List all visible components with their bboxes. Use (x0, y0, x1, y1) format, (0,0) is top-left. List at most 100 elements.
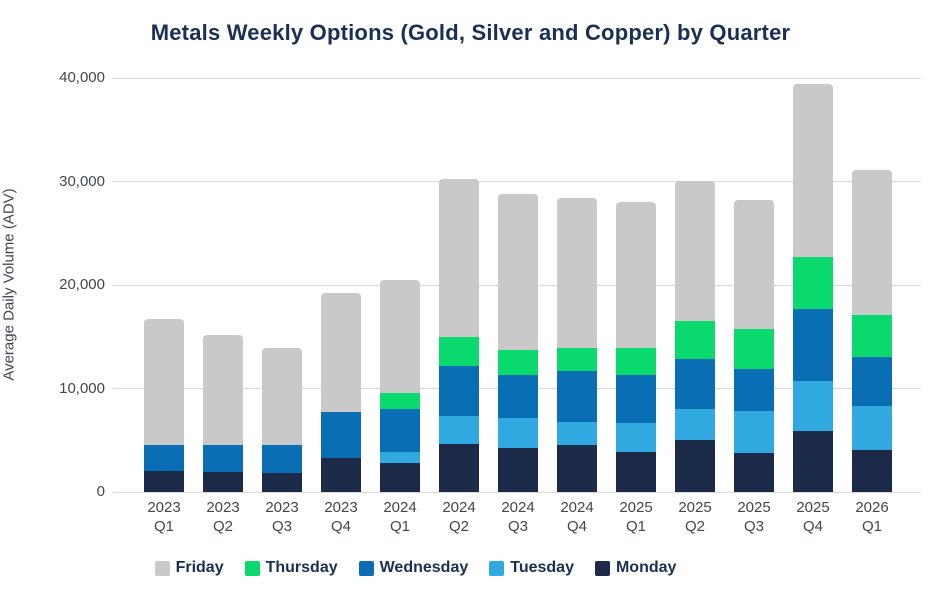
bar-2023-q1 (144, 319, 184, 492)
bar-2025-q4 (793, 84, 833, 492)
x-tick-label-2023-q1: 2023 Q1 (147, 499, 181, 535)
bar-segment-monday (675, 440, 715, 492)
bar-segment-friday (734, 200, 774, 329)
bar-segment-friday (203, 334, 243, 446)
y-tick-label: 10,000 (59, 379, 105, 397)
x-tick-label-2024-q2: 2024 Q2 (442, 499, 476, 535)
bar-segment-thursday (498, 350, 538, 376)
gridline-40000 (113, 77, 921, 79)
bar-2024-q3 (498, 193, 538, 492)
bar-segment-friday (852, 170, 892, 316)
bar-segment-wednesday (203, 445, 243, 473)
bar-segment-thursday (557, 348, 597, 371)
bar-segment-monday (380, 463, 420, 492)
bar-2023-q4 (321, 293, 361, 492)
bar-segment-wednesday (321, 412, 361, 458)
x-tick-label-2025-q4: 2025 Q4 (796, 499, 830, 535)
bar-segment-tuesday (734, 411, 774, 453)
bar-segment-friday (321, 293, 361, 413)
bar-2025-q1 (616, 202, 656, 492)
bar-segment-friday (616, 202, 656, 349)
legend-label-friday: Friday (175, 559, 224, 576)
bar-segment-monday (557, 445, 597, 492)
bar-segment-friday (675, 180, 715, 322)
y-tick-label: 20,000 (59, 276, 105, 293)
bar-segment-monday (203, 472, 243, 492)
legend-label-thursday: Thursday (265, 559, 338, 576)
bar-segment-thursday (793, 257, 833, 309)
x-tick-label-2026-q1: 2026 Q1 (855, 499, 889, 535)
x-tick-label-2023-q2: 2023 Q2 (206, 499, 240, 535)
bar-segment-tuesday (439, 416, 479, 445)
bar-segment-tuesday (852, 406, 892, 450)
bar-segment-wednesday (498, 375, 538, 418)
bar-2023-q2 (203, 334, 243, 492)
bar-2024-q2 (439, 179, 479, 492)
bar-segment-tuesday (616, 422, 656, 452)
bar-segment-tuesday (793, 381, 833, 431)
bar-segment-monday (321, 457, 361, 492)
bar-2025-q2 (675, 180, 715, 492)
plot-area (113, 77, 921, 493)
bar-segment-thursday (380, 392, 420, 410)
y-tick-label: 30,000 (59, 172, 105, 190)
bar-segment-monday (793, 430, 833, 492)
bar-segment-wednesday (557, 370, 597, 422)
legend-swatch-tuesday (489, 560, 505, 576)
bar-segment-monday (498, 447, 538, 492)
bar-segment-thursday (852, 315, 892, 358)
bar-segment-friday (793, 84, 833, 258)
bar-segment-wednesday (793, 308, 833, 382)
bar-segment-thursday (675, 321, 715, 359)
bar-segment-wednesday (380, 409, 420, 452)
bar-segment-wednesday (852, 357, 892, 407)
bar-segment-friday (380, 279, 420, 393)
x-tick-label-2025-q3: 2025 Q3 (737, 499, 771, 535)
gridline-0 (113, 491, 921, 493)
legend-swatch-thursday (244, 560, 260, 576)
bar-segment-tuesday (557, 421, 597, 446)
y-tick-label: 40,000 (59, 69, 105, 86)
bar-segment-monday (439, 444, 479, 492)
legend-label-monday: Monday (615, 559, 677, 576)
legend-item-thursday: Thursday (244, 559, 338, 577)
bar-segment-monday (616, 451, 656, 492)
bar-segment-wednesday (439, 365, 479, 417)
legend-swatch-wednesday (358, 560, 374, 576)
bar-segment-wednesday (675, 358, 715, 410)
x-tick-label-2024-q4: 2024 Q4 (560, 499, 594, 535)
bar-segment-tuesday (675, 409, 715, 441)
legend-item-tuesday: Tuesday (489, 559, 574, 577)
bar-segment-wednesday (262, 445, 302, 474)
bar-2025-q3 (734, 200, 774, 492)
bar-segment-friday (262, 348, 302, 446)
bar-segment-monday (262, 473, 302, 492)
bar-segment-tuesday (380, 451, 420, 464)
bar-segment-wednesday (616, 375, 656, 423)
bar-segment-monday (852, 449, 892, 492)
bar-segment-friday (439, 179, 479, 337)
x-tick-label-2024-q1: 2024 Q1 (383, 499, 417, 535)
bar-segment-tuesday (498, 417, 538, 448)
bar-segment-wednesday (144, 445, 184, 472)
x-tick-label-2025-q2: 2025 Q2 (678, 499, 712, 535)
bar-segment-monday (144, 471, 184, 492)
legend-item-friday: Friday (154, 559, 224, 577)
x-tick-label-2025-q1: 2025 Q1 (619, 499, 653, 535)
chart-title: Metals Weekly Options (Gold, Silver and … (150, 20, 791, 45)
bar-segment-wednesday (734, 368, 774, 412)
bar-2026-q1 (852, 170, 892, 492)
legend-item-wednesday: Wednesday (358, 559, 469, 577)
bar-segment-monday (734, 452, 774, 492)
legend-label-tuesday: Tuesday (510, 559, 574, 576)
chart-legend: Friday Thursday Wednesday Tuesday Monday (0, 559, 886, 577)
bar-2024-q1 (380, 279, 420, 492)
x-tick-label-2023-q3: 2023 Q3 (265, 499, 299, 535)
legend-label-wednesday: Wednesday (379, 559, 469, 576)
x-tick-label-2024-q3: 2024 Q3 (501, 499, 535, 535)
legend-swatch-friday (154, 560, 170, 576)
bar-segment-thursday (734, 328, 774, 369)
x-tick-label-2023-q4: 2023 Q4 (324, 499, 358, 535)
gridline-30000 (113, 181, 921, 182)
